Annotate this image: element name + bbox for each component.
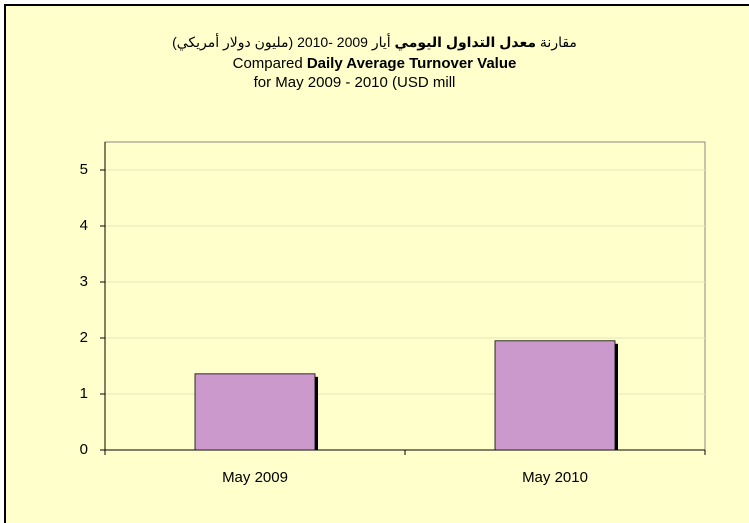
- x-tick-label: May 2009: [222, 469, 288, 486]
- y-tick-label: 2: [80, 329, 88, 346]
- y-tick-label: 5: [80, 161, 88, 178]
- title-part: Daily Average Turnover Value: [306, 55, 517, 72]
- title-arabic: مقارنة معدل التداول اليومي أيار 2009 -20…: [0, 34, 749, 51]
- title-part: مقارنة: [536, 34, 577, 50]
- title-english: Compared Daily Average Turnover Value: [0, 55, 749, 72]
- title-part: معدل التداول اليومي: [394, 34, 537, 50]
- bar: [194, 373, 316, 451]
- title-part: أيار 2009 -2010 (مليون دولار أمريكي): [172, 34, 395, 50]
- bar: [494, 340, 616, 451]
- y-tick-label: 3: [80, 273, 88, 290]
- x-tick-label: May 2010: [522, 469, 588, 486]
- y-tick-label: 0: [80, 441, 88, 458]
- y-tick-label: 1: [80, 385, 88, 402]
- y-tick-label: 4: [80, 217, 88, 234]
- title-part: for May 2009 - 2010 (USD mill: [253, 74, 456, 91]
- subtitle: for May 2009 - 2010 (USD mill: [0, 74, 729, 91]
- title-part: Compared: [232, 55, 307, 72]
